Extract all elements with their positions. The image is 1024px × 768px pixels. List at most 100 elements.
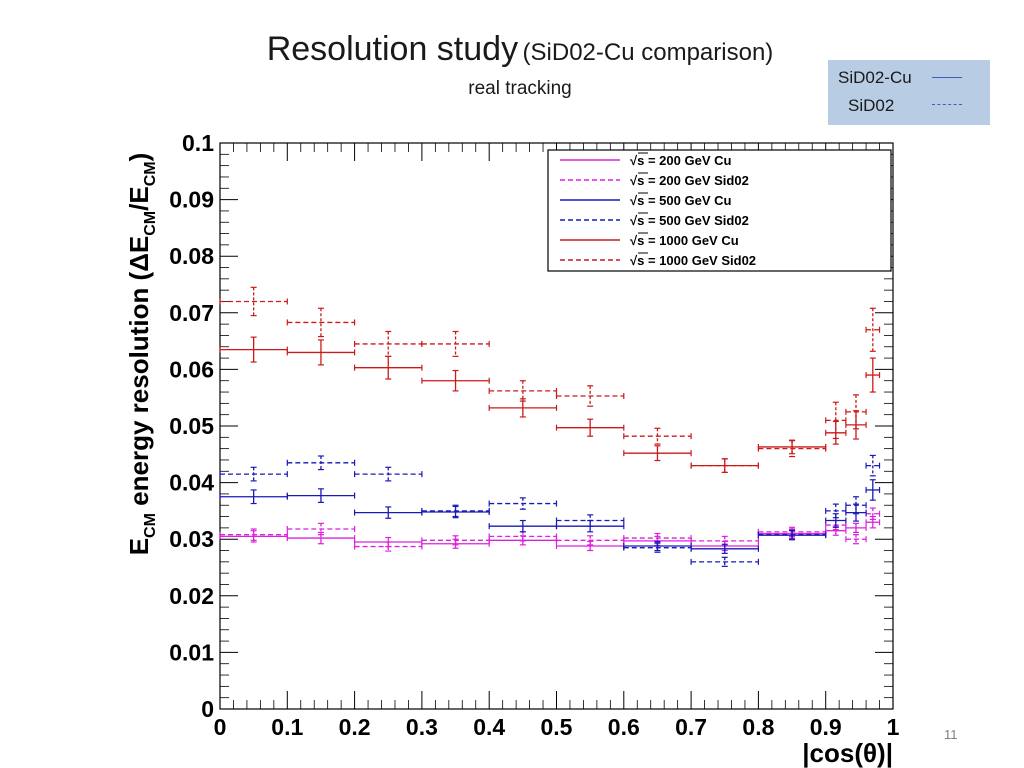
key-label-cu: SiD02-Cu bbox=[838, 68, 912, 87]
data-point bbox=[825, 503, 847, 519]
series-5 bbox=[219, 286, 881, 474]
y-tick-label: 0.1 bbox=[182, 130, 214, 156]
data-point bbox=[623, 445, 692, 462]
y-axis-title-part: ) bbox=[124, 153, 154, 162]
data-point bbox=[354, 541, 423, 552]
key-line-solid bbox=[932, 77, 962, 78]
key-line-dashed bbox=[932, 104, 962, 105]
y-tick-label: 0.03 bbox=[169, 526, 214, 552]
y-tick-label: 0.07 bbox=[169, 300, 214, 326]
y-axis-title: ECM energy resolution (ΔECM/ECM) bbox=[124, 153, 159, 556]
legend-label: √s = 1000 GeV Sid02 bbox=[630, 253, 756, 268]
y-tick-label: 0.06 bbox=[169, 356, 214, 382]
legend-label: √s = 200 GeV Cu bbox=[630, 153, 732, 168]
data-point bbox=[865, 307, 881, 352]
data-point bbox=[690, 458, 760, 474]
legend-label-text: s = 500 GeV Cu bbox=[637, 193, 731, 208]
data-point bbox=[690, 543, 760, 554]
data-point bbox=[488, 497, 558, 510]
legend-sqrt-symbol: √ bbox=[630, 153, 638, 168]
x-tick-label: 1 bbox=[887, 714, 900, 740]
slide-title-paren: (SiD02-Cu comparison) bbox=[522, 39, 774, 66]
x-tick-label: 0.9 bbox=[810, 714, 842, 740]
x-tick-label: 0.3 bbox=[406, 714, 438, 740]
data-point bbox=[757, 529, 827, 540]
x-axis-title: |cos(θ)| bbox=[802, 738, 893, 768]
data-point bbox=[845, 394, 867, 430]
slide-subtitle: real tracking bbox=[468, 78, 572, 99]
legend-label-text: s = 200 GeV Cu bbox=[637, 153, 731, 168]
legend-sqrt-symbol: √ bbox=[630, 233, 638, 248]
y-axis-title-sub: CM bbox=[142, 211, 159, 236]
data-point bbox=[219, 336, 288, 363]
series-3 bbox=[219, 454, 881, 567]
legend-sqrt-symbol: √ bbox=[630, 213, 638, 228]
data-point bbox=[845, 534, 867, 545]
data-point bbox=[623, 542, 692, 553]
x-tick-label: 0.7 bbox=[675, 714, 707, 740]
data-point bbox=[488, 380, 558, 402]
page-number: 11 bbox=[944, 727, 958, 742]
data-point bbox=[421, 330, 490, 357]
legend-box bbox=[547, 149, 892, 272]
data-point bbox=[623, 427, 692, 445]
data-point bbox=[825, 401, 847, 440]
key-label-sid: SiD02 bbox=[848, 96, 895, 115]
data-point bbox=[690, 535, 760, 547]
data-point bbox=[865, 454, 881, 477]
x-tick-label: 0.5 bbox=[541, 714, 573, 740]
legend-sqrt-symbol: √ bbox=[630, 173, 638, 188]
data-point bbox=[286, 339, 356, 366]
slide-title-main: Resolution study bbox=[266, 30, 519, 68]
y-tick-label: 0.04 bbox=[169, 470, 214, 496]
data-point bbox=[219, 286, 288, 317]
data-point bbox=[555, 418, 625, 437]
y-tick-label: 0.09 bbox=[169, 187, 214, 213]
legend-label: √s = 500 GeV Cu bbox=[630, 193, 732, 208]
legend-label-text: s = 1000 GeV Cu bbox=[637, 233, 739, 248]
x-tick-label: 0 bbox=[214, 714, 227, 740]
data-point bbox=[690, 556, 760, 567]
data-layer bbox=[219, 286, 881, 567]
legend-label-text: s = 500 GeV Sid02 bbox=[637, 213, 749, 228]
legend-sqrt-symbol: √ bbox=[630, 193, 638, 208]
x-tick-label: 0.4 bbox=[473, 714, 505, 740]
x-tick-label: 0.8 bbox=[742, 714, 774, 740]
legend-label: √s = 200 GeV Sid02 bbox=[630, 173, 749, 188]
y-tick-label: 0.08 bbox=[169, 243, 214, 269]
data-point bbox=[286, 307, 356, 338]
data-point bbox=[865, 515, 881, 529]
data-point bbox=[354, 466, 423, 482]
data-point bbox=[845, 496, 867, 515]
x-tick-label: 0.2 bbox=[339, 714, 371, 740]
y-tick-label: 0.02 bbox=[169, 583, 214, 609]
data-point bbox=[865, 357, 881, 393]
data-point bbox=[825, 513, 847, 528]
y-axis-title-part: energy resolution (ΔE bbox=[124, 236, 154, 513]
y-axis-title-part: /E bbox=[124, 186, 154, 211]
data-point bbox=[757, 440, 827, 458]
y-tick-label: 0.01 bbox=[169, 639, 214, 665]
legend-label-text: s = 200 GeV Sid02 bbox=[637, 173, 749, 188]
data-point bbox=[286, 522, 356, 536]
slide-title: Resolution study (SiD02-Cu comparison) bbox=[0, 30, 1024, 69]
data-point bbox=[219, 528, 288, 541]
data-point bbox=[865, 507, 881, 520]
comparison-key-box: SiD02-Cu SiD02 bbox=[828, 60, 990, 125]
data-point bbox=[555, 385, 625, 407]
y-axis-title-sub: CM bbox=[142, 161, 159, 186]
data-point bbox=[286, 455, 356, 471]
data-point bbox=[555, 514, 625, 527]
y-tick-label: 0 bbox=[201, 696, 214, 722]
data-point bbox=[865, 479, 881, 501]
legend-label: √s = 500 GeV Sid02 bbox=[630, 213, 749, 228]
y-axis-title-sub: CM bbox=[142, 513, 159, 538]
legend-label-text: s = 1000 GeV Sid02 bbox=[637, 253, 756, 268]
series-0 bbox=[219, 515, 881, 552]
x-tick-label: 0.1 bbox=[271, 714, 303, 740]
data-point bbox=[421, 369, 490, 392]
legend-sqrt-symbol: √ bbox=[630, 253, 638, 268]
x-tick-label: 0.6 bbox=[608, 714, 640, 740]
legend-label: √s = 1000 GeV Cu bbox=[630, 233, 739, 248]
